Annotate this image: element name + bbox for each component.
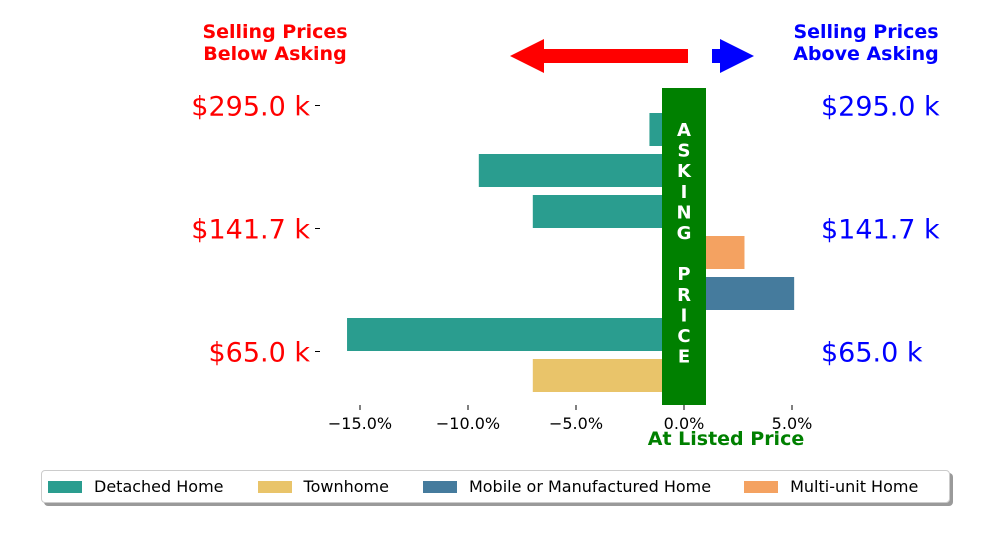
asking-price-letter: G [677,223,692,244]
y-tick-label-right: $65.0 k [821,338,923,369]
asking-price-letter: R [677,285,691,306]
legend: Detached Home Townhome Mobile or Manufac… [41,470,950,503]
below-asking-label-line2: Below Asking [203,43,346,65]
legend-item-detached: Detached Home [48,477,224,496]
asking-price-bar [662,88,706,405]
y-tick-label-right: $295.0 k [821,92,940,123]
y-axis-left: $295.0 k $141.7 k $65.0 k [191,92,320,369]
asking-price-letter: S [678,141,691,162]
legend-label-multiunit: Multi-unit Home [790,477,919,496]
x-tick-label: −10.0% [436,414,500,433]
asking-price-letter: P [677,264,690,285]
above-asking-label-line2: Above Asking [793,43,939,65]
bar [532,195,684,228]
bar [347,318,684,351]
legend-swatch-mobile [422,480,457,493]
legend-swatch-townhome [257,480,292,493]
at-listed-price-label: At Listed Price [648,428,804,450]
y-tick-label-left: $141.7 k [191,215,310,246]
asking-price-letter: K [677,161,692,182]
y-axis-right: $295.0 k $141.7 k $65.0 k [821,92,940,369]
asking-price-letter: I [681,182,688,203]
legend-item-multiunit: Multi-unit Home [744,477,918,496]
asking-price-letter: A [677,120,691,141]
y-tick-label-left: $65.0 k [208,338,310,369]
below-asking-label-line1: Selling Prices [202,21,347,43]
legend-label-townhome: Townhome [303,477,389,496]
above-asking-arrow-icon [712,39,754,73]
above-asking-label-line1: Selling Prices [793,21,938,43]
asking-price-letter: I [681,305,688,326]
y-tick-label-left: $295.0 k [191,92,310,123]
legend-item-mobile: Mobile or Manufactured Home [422,477,712,496]
legend-label-mobile: Mobile or Manufactured Home [468,477,712,496]
below-asking-arrow-icon [510,39,688,73]
legend-swatch-detached [48,480,82,493]
y-tick-label-right: $141.7 k [821,215,940,246]
legend-swatch-multiunit [744,480,779,493]
asking-price-letter: E [678,347,690,368]
x-tick-label: 0.0% [664,414,705,433]
asking-price-letter: C [677,326,690,347]
legend-item-townhome: Townhome [257,477,389,496]
x-tick-label: 5.0% [772,414,813,433]
legend-label-detached: Detached Home [94,477,224,496]
x-tick-label: −5.0% [549,414,603,433]
asking-price-letter: N [676,202,691,223]
bar [478,154,684,187]
bar [532,359,684,392]
bars-layer [347,113,795,392]
x-tick-label: −15.0% [328,414,392,433]
x-axis: −15.0% −10.0% −5.0% 0.0% 5.0% [328,405,812,433]
